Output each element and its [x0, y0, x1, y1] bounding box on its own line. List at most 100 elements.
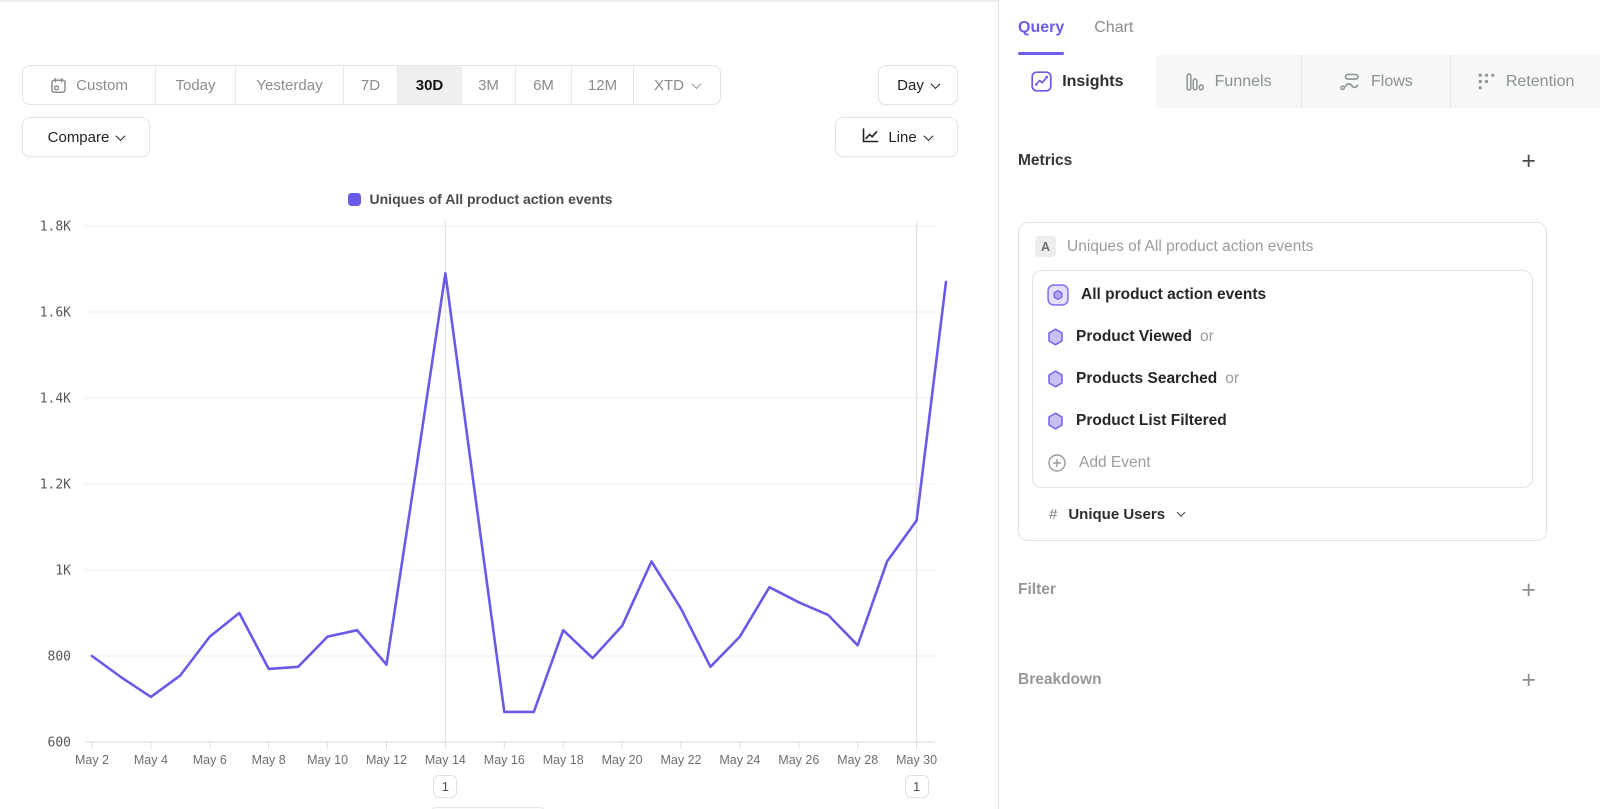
tab-label: Insights — [1062, 72, 1124, 90]
event-row[interactable]: All product action events — [1033, 274, 1532, 316]
event-operator: or — [1200, 328, 1214, 345]
svg-text:1.4K: 1.4K — [40, 392, 71, 407]
svg-text:800: 800 — [48, 650, 71, 665]
funnels-icon — [1185, 72, 1205, 92]
svg-text:May 24: May 24 — [719, 753, 760, 767]
range-7d[interactable]: 7D — [344, 66, 398, 104]
svg-text:May 26: May 26 — [778, 753, 819, 767]
range-label: 12M — [587, 76, 618, 94]
line-chart-icon — [861, 127, 880, 148]
range-label: 6M — [533, 76, 554, 94]
svg-text:May 2: May 2 — [75, 753, 109, 767]
add-breakdown-button[interactable]: + — [1521, 666, 1536, 694]
range-custom[interactable]: Custom — [23, 66, 156, 104]
query-panel: Query Chart Insights Funnels Flows Retention… — [998, 0, 1600, 809]
annotation-badge[interactable]: 1 — [433, 775, 458, 798]
metric-title: Uniques of All product action events — [1067, 237, 1314, 255]
metric-header: A Uniques of All product action events — [1019, 223, 1546, 270]
range-label: 30D — [415, 76, 444, 94]
aggregation-label: Unique Users — [1068, 505, 1166, 523]
range-label: Custom — [76, 76, 128, 94]
breakdown-title: Breakdown — [1018, 671, 1102, 688]
add-event-label: Add Event — [1079, 454, 1151, 471]
calendar-icon — [50, 77, 67, 94]
insights-icon — [1031, 71, 1052, 92]
event-name: Product Viewed — [1076, 328, 1192, 345]
tab-label: Retention — [1505, 72, 1575, 90]
tab-retention[interactable]: Retention — [1451, 55, 1600, 108]
range-today[interactable]: Today — [156, 66, 236, 104]
svg-text:1.2K: 1.2K — [40, 478, 71, 493]
add-metric-button[interactable]: + — [1521, 147, 1536, 175]
panel-tab-chart[interactable]: Chart — [1094, 18, 1134, 36]
flows-icon — [1339, 72, 1361, 92]
metrics-title: Metrics — [1018, 152, 1073, 169]
svg-text:1K: 1K — [55, 564, 71, 579]
tab-label: Funnels — [1214, 72, 1272, 90]
range-label: 7D — [360, 76, 381, 94]
svg-text:May 10: May 10 — [307, 753, 348, 767]
svg-text:1.8K: 1.8K — [40, 220, 71, 235]
line-chart: 600 800 1K 1.2K 1.4K 1.6K 1.8K May 2 May 4 May 6 M… — [40, 220, 948, 767]
annotation-badge[interactable]: 1 — [904, 775, 929, 798]
svg-text:600: 600 — [48, 736, 71, 751]
svg-text:May 22: May 22 — [661, 753, 702, 767]
add-filter-button[interactable]: + — [1521, 576, 1536, 604]
granularity-label: Day — [897, 76, 924, 94]
svg-text:May 18: May 18 — [543, 753, 584, 767]
chevron-down-icon — [1176, 508, 1186, 517]
breakdown-section-header: Breakdown + — [999, 666, 1600, 694]
panel-header: Query Chart — [999, 0, 1600, 55]
range-xtd[interactable]: XTD — [634, 66, 720, 104]
svg-text:May 16: May 16 — [484, 753, 525, 767]
granularity-dropdown[interactable]: Day — [878, 65, 958, 105]
legend-swatch — [347, 192, 361, 206]
range-12m[interactable]: 12M — [572, 66, 634, 104]
range-30d[interactable]: 30D — [398, 66, 462, 104]
legend-label: Uniques of All product action events — [369, 191, 613, 207]
tab-insights[interactable]: Insights — [999, 55, 1156, 108]
hexagon-icon — [1047, 370, 1064, 388]
compare-dropdown[interactable]: Compare — [22, 117, 150, 157]
filter-title: Filter — [1018, 581, 1056, 598]
report-tabs: Insights Funnels Flows Retention — [999, 55, 1600, 108]
svg-text:May 4: May 4 — [134, 753, 168, 767]
range-label: Today — [175, 76, 216, 94]
svg-text:May 12: May 12 — [366, 753, 407, 767]
range-6m[interactable]: 6M — [516, 66, 572, 104]
date-range-control: Custom Today Yesterday 7D 30D 3M 6M 12M XTD — [22, 65, 721, 105]
range-yesterday[interactable]: Yesterday — [236, 66, 344, 104]
hash-icon: # — [1049, 505, 1058, 523]
hexagon-icon — [1047, 328, 1064, 346]
aggregation-dropdown[interactable]: # Unique Users — [1019, 488, 1546, 540]
chart-legend: Uniques of All product action events — [0, 191, 960, 207]
panel-tab-query[interactable]: Query — [1018, 0, 1065, 55]
event-name: Product List Filtered — [1076, 412, 1227, 429]
plus-circle-icon — [1047, 453, 1067, 473]
retention-icon — [1477, 72, 1496, 91]
chart-type-label: Line — [888, 128, 917, 146]
event-row[interactable]: Product Viewed or — [1033, 316, 1532, 358]
metrics-section-header: Metrics + — [999, 147, 1600, 175]
metric-letter-badge: A — [1035, 236, 1056, 257]
event-name: All product action events — [1081, 286, 1267, 303]
event-row[interactable]: Products Searched or — [1033, 358, 1532, 400]
all-events-icon — [1047, 284, 1069, 306]
chart-type-dropdown[interactable]: Line — [835, 117, 958, 157]
range-label: XTD — [654, 76, 684, 94]
event-operator: or — [1225, 370, 1240, 387]
range-3m[interactable]: 3M — [462, 66, 516, 104]
range-label: 3M — [478, 76, 499, 94]
tab-funnels[interactable]: Funnels — [1156, 55, 1302, 108]
range-label: Yesterday — [256, 76, 323, 94]
tab-flows[interactable]: Flows — [1302, 55, 1452, 108]
compare-label: Compare — [47, 128, 110, 146]
add-event-button[interactable]: Add Event — [1033, 442, 1532, 484]
chart-region: Custom Today Yesterday 7D 30D 3M 6M 12M XTD Day … — [0, 0, 998, 809]
hexagon-icon — [1047, 412, 1064, 430]
metric-card: A Uniques of All product action events A… — [1018, 222, 1547, 541]
svg-text:1.6K: 1.6K — [40, 306, 71, 321]
events-card: All product action events Product Viewed o… — [1032, 270, 1533, 488]
event-row[interactable]: Product List Filtered — [1033, 400, 1532, 442]
svg-text:May 14: May 14 — [425, 753, 466, 767]
